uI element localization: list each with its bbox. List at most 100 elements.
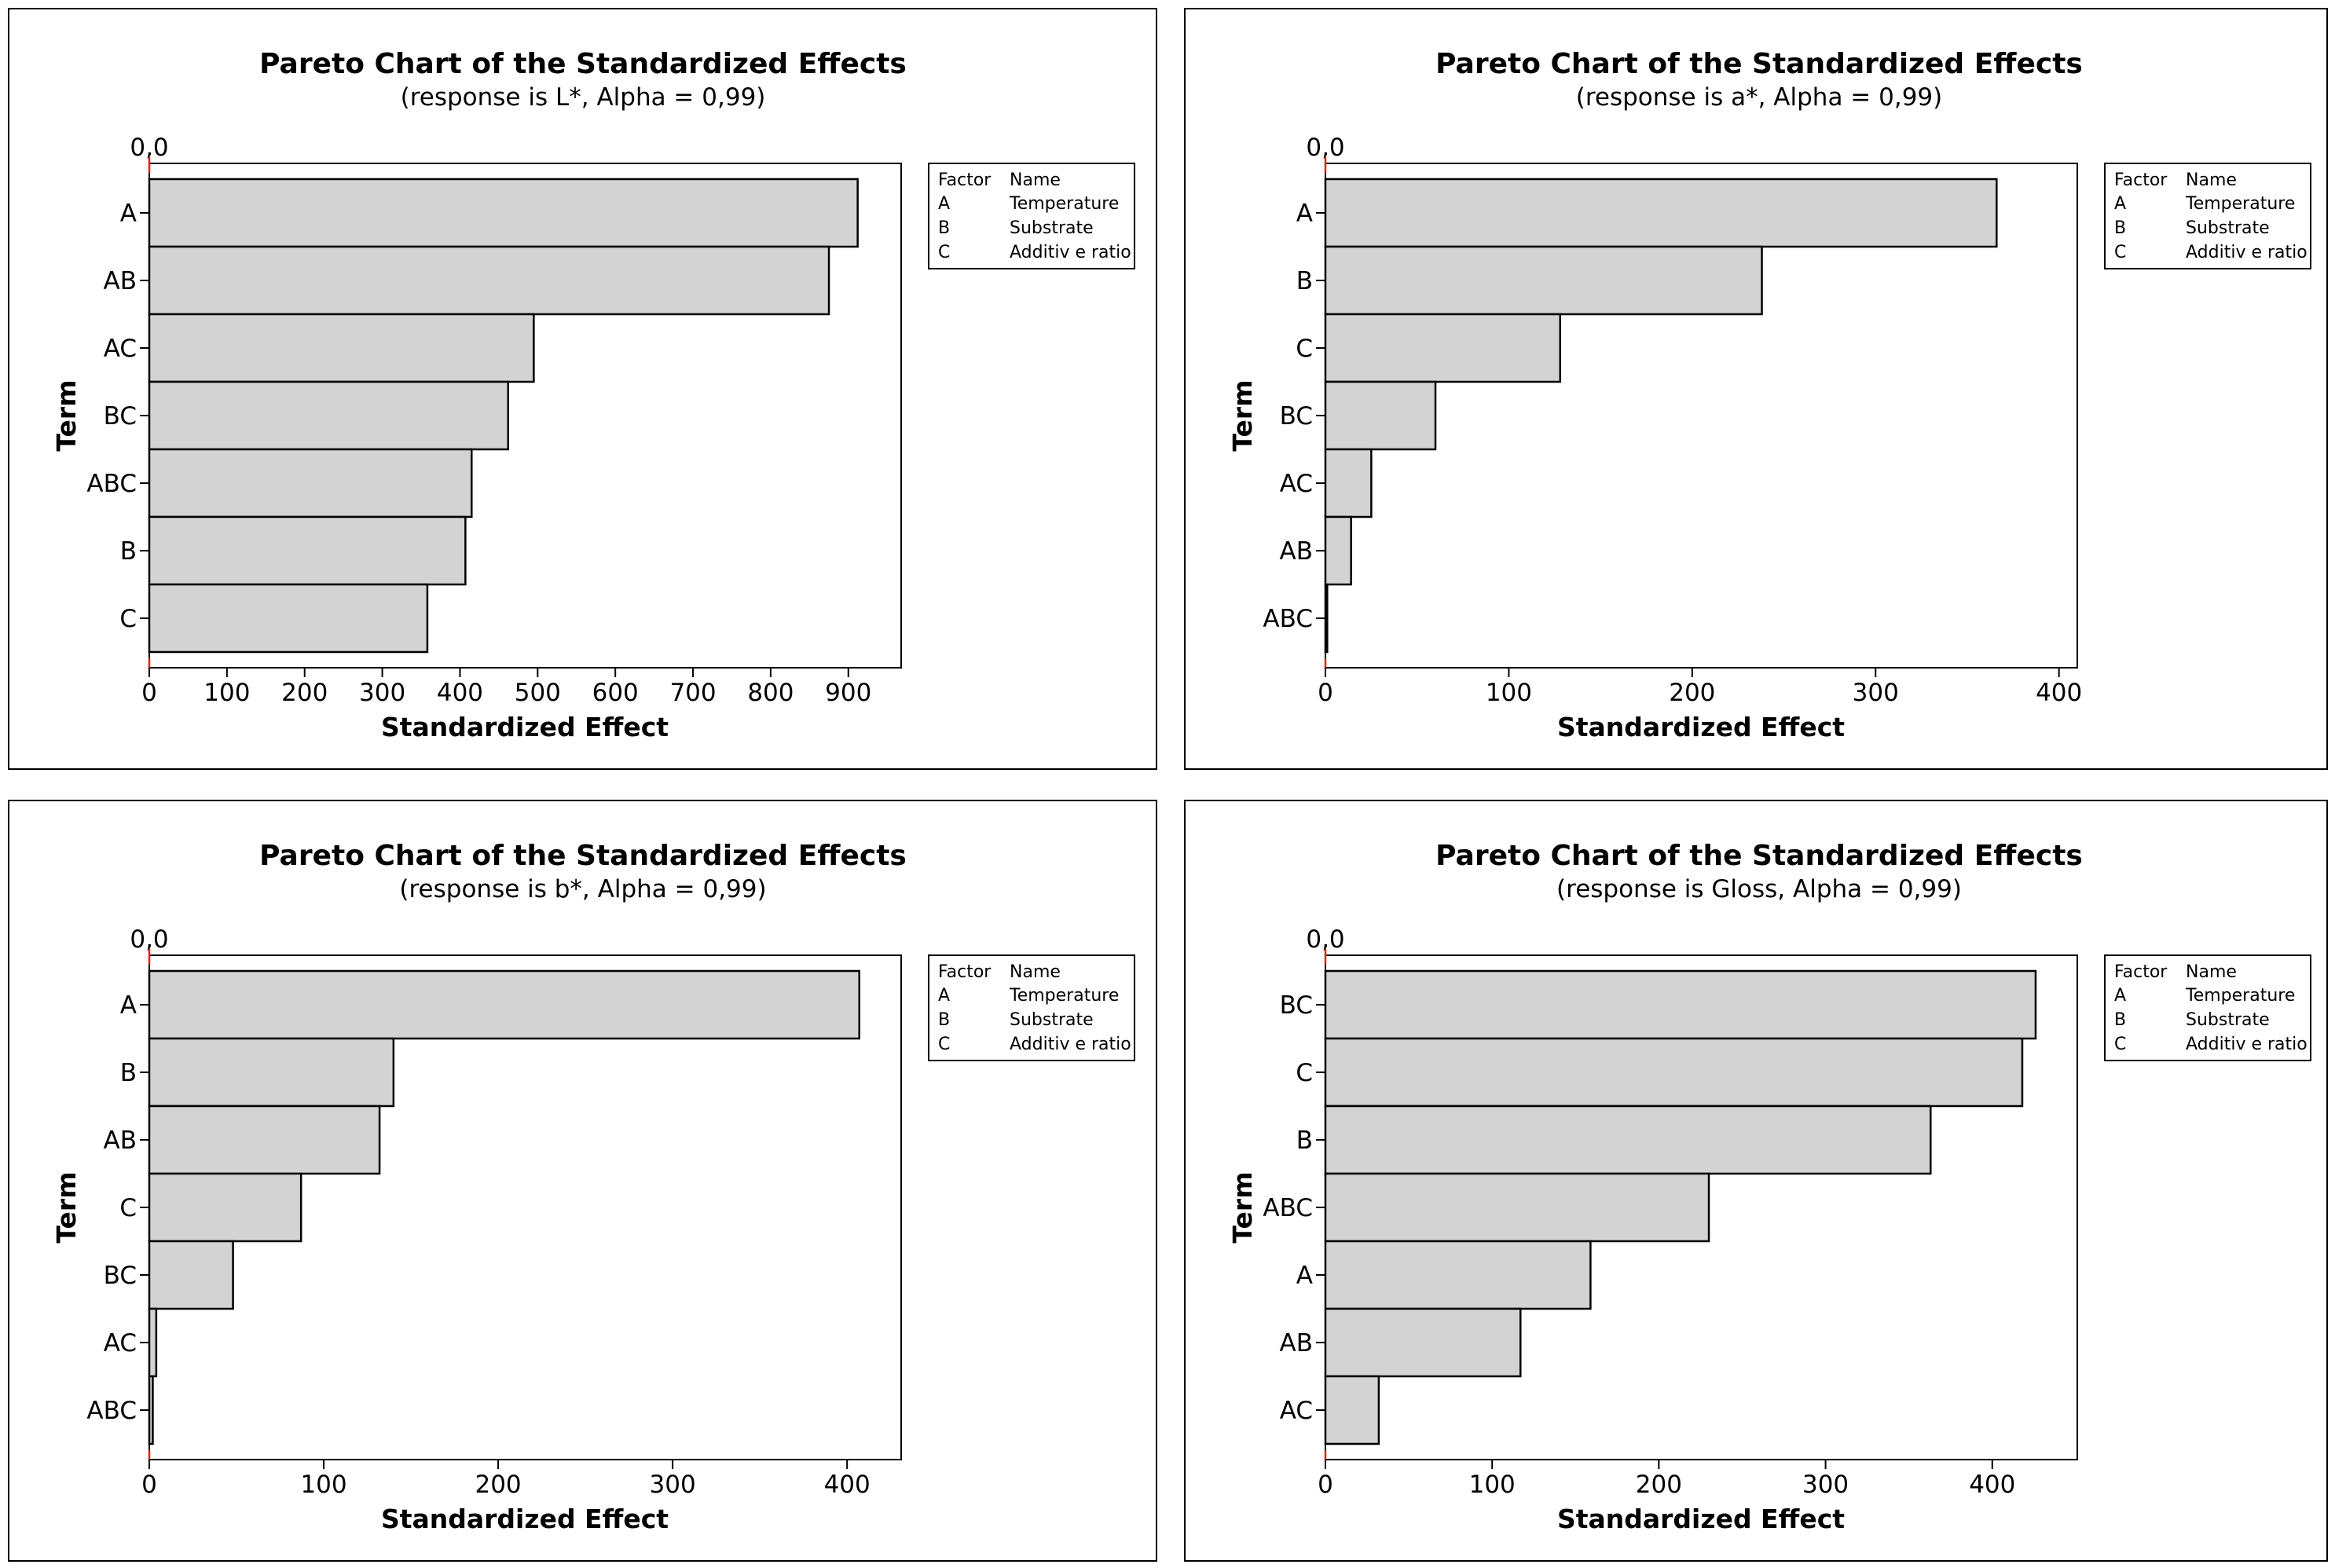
- x-tick-label: 900: [825, 679, 871, 707]
- legend-factor-a: A: [938, 986, 950, 1006]
- pareto-chart-svg: Pareto Chart of the Standardized Effects…: [51, 840, 1135, 1534]
- x-tick-label: 300: [1853, 679, 1899, 707]
- chart-panel-gloss: Pareto Chart of the Standardized Effects…: [1184, 800, 2328, 1562]
- bar-abc: [148, 1375, 154, 1445]
- x-tick-label: 100: [300, 1471, 346, 1499]
- bar-c: [1324, 1037, 2024, 1108]
- bar-a: [1324, 1240, 1592, 1310]
- legend-factor-a: A: [938, 194, 950, 214]
- y-axis-label: Term: [1227, 1171, 1258, 1243]
- y-tick-label: AB: [104, 1127, 137, 1155]
- pareto-chart-svg: Pareto Chart of the Standardized Effects…: [1227, 840, 2311, 1534]
- y-tick-label: AB: [1280, 1329, 1313, 1357]
- x-tick-label: 0: [141, 679, 157, 707]
- legend-header-name: Name: [1010, 170, 1061, 190]
- legend-header-factor: Factor: [2114, 962, 2168, 982]
- chart-title: Pareto Chart of the Standardized Effects: [1435, 840, 2083, 872]
- legend-name-b: Substrate: [1010, 218, 1094, 238]
- legend-name-a: Temperature: [2185, 194, 2295, 214]
- x-tick-label: 300: [650, 1471, 696, 1499]
- x-tick-label: 300: [359, 679, 405, 707]
- y-tick-label: A: [1296, 1262, 1313, 1290]
- bar-b: [1324, 1105, 1932, 1175]
- legend-header-name: Name: [2186, 962, 2237, 982]
- y-tick-label: B: [120, 537, 137, 566]
- legend-box: [928, 954, 1135, 1061]
- y-tick-label: A: [1296, 200, 1313, 228]
- bar-ac: [1324, 1375, 1380, 1445]
- x-axis-label: Standardized Effect: [1557, 712, 1845, 742]
- legend-name-a: Temperature: [2185, 986, 2295, 1006]
- bar-ac: [148, 313, 535, 383]
- legend-factor-a: A: [2114, 986, 2126, 1006]
- x-tick-label: 100: [1469, 1471, 1516, 1499]
- y-tick-label: B: [1296, 1127, 1313, 1155]
- y-tick-label: AB: [1280, 537, 1313, 566]
- y-tick-label: AC: [1280, 1397, 1313, 1425]
- bar-c: [148, 583, 429, 654]
- legend-name-b: Substrate: [2186, 218, 2270, 238]
- x-tick-label: 0: [1318, 1471, 1333, 1499]
- chart-subtitle: (response is a*, Alpha = 0,99): [1576, 83, 1943, 112]
- y-tick-label: C: [119, 605, 137, 633]
- legend-factor-c: C: [938, 1035, 950, 1054]
- y-tick-label: BC: [104, 1262, 137, 1290]
- bar-bc: [148, 1240, 234, 1310]
- x-tick-label: 0: [1318, 679, 1333, 707]
- y-tick-label: C: [119, 1194, 137, 1222]
- pareto-chart-svg: Pareto Chart of the Standardized Effects…: [1227, 48, 2311, 742]
- bar-bc: [148, 380, 509, 451]
- chart-subtitle: (response is b*, Alpha = 0,99): [399, 875, 766, 903]
- x-tick-label: 500: [515, 679, 561, 707]
- bar-c: [1324, 313, 1562, 383]
- y-axis-label: Term: [1227, 379, 1258, 451]
- x-tick-label: 300: [1802, 1471, 1849, 1499]
- legend-name-a: Temperature: [1009, 194, 1119, 214]
- y-tick-label: A: [120, 200, 137, 228]
- legend-factor-c: C: [938, 243, 950, 262]
- chart-title: Pareto Chart of the Standardized Effects: [259, 48, 907, 80]
- bar-bc: [1324, 969, 2037, 1040]
- bar-b: [1324, 245, 1763, 316]
- x-tick-label: 800: [747, 679, 794, 707]
- chart-panel-l-star: Pareto Chart of the Standardized Effects…: [8, 8, 1157, 770]
- y-tick-label: ABC: [86, 470, 137, 498]
- chart-title: Pareto Chart of the Standardized Effects: [259, 840, 907, 872]
- legend-factor-b: B: [2114, 1010, 2126, 1030]
- legend-header-name: Name: [2186, 170, 2237, 190]
- y-tick-label: C: [1296, 335, 1313, 363]
- bar-bc: [1324, 380, 1437, 451]
- x-axis-label: Standardized Effect: [381, 712, 669, 742]
- bar-a: [1324, 178, 1998, 248]
- x-tick-label: 200: [281, 679, 328, 707]
- legend-header-factor: Factor: [938, 962, 992, 982]
- x-tick-label: 0: [141, 1471, 157, 1499]
- legend-box: [2104, 954, 2311, 1061]
- y-tick-label: BC: [104, 402, 137, 430]
- y-tick-label: BC: [1280, 991, 1313, 1020]
- x-tick-label: 200: [475, 1471, 521, 1499]
- bar-a: [148, 178, 859, 248]
- x-tick-label: 200: [1669, 679, 1715, 707]
- x-tick-label: 100: [203, 679, 250, 707]
- y-axis-label: Term: [51, 1171, 82, 1243]
- y-tick-label: C: [1296, 1059, 1313, 1087]
- legend-name-c: Additiv e ratio: [2186, 1035, 2308, 1054]
- legend-factor-b: B: [2114, 218, 2126, 238]
- y-tick-label: AB: [104, 267, 137, 295]
- bar-abc: [1324, 583, 1329, 654]
- x-tick-label: 400: [1969, 1471, 2015, 1499]
- y-tick-label: ABC: [1263, 605, 1313, 633]
- x-tick-label: 400: [437, 679, 483, 707]
- bar-a: [148, 969, 860, 1040]
- legend-factor-c: C: [2114, 1035, 2126, 1054]
- x-tick-label: 200: [1636, 1471, 1682, 1499]
- bar-abc: [1324, 1172, 1710, 1243]
- x-axis-label: Standardized Effect: [381, 1504, 669, 1534]
- bar-ab: [148, 1105, 381, 1175]
- bar-ab: [1324, 515, 1352, 586]
- chart-panel-b-star: Pareto Chart of the Standardized Effects…: [8, 800, 1157, 1562]
- y-tick-label: A: [120, 991, 137, 1020]
- y-tick-label: AC: [1280, 470, 1313, 498]
- legend-header-factor: Factor: [938, 170, 992, 190]
